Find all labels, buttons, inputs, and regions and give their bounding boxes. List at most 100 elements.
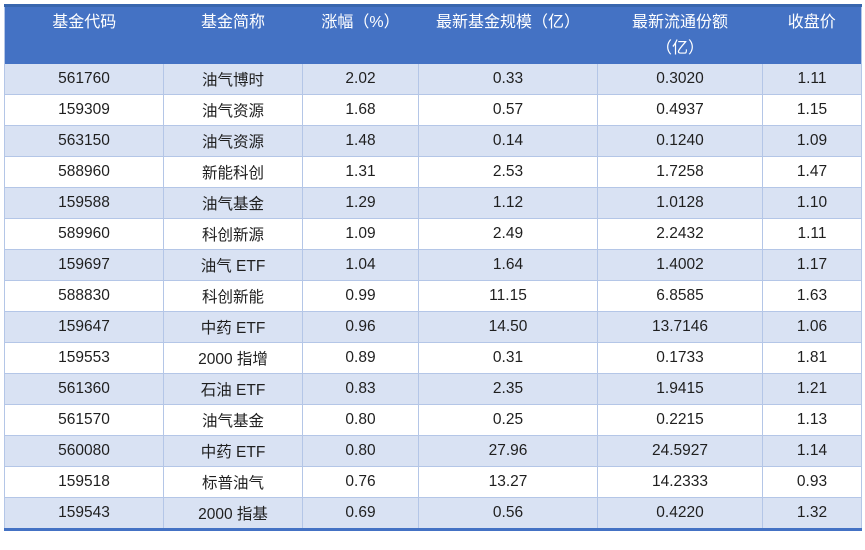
cell-circulating-shares: 1.0128 — [597, 187, 763, 219]
cell-fund-code: 159647 — [4, 311, 164, 343]
cell-close-price: 1.81 — [762, 342, 862, 374]
cell-fund-name: 2000 指基 — [163, 497, 303, 530]
table-row: 563150 油气资源 1.48 0.14 0.1240 1.09 — [4, 125, 862, 157]
cell-change-pct: 0.89 — [302, 342, 419, 374]
cell-change-pct: 0.80 — [302, 404, 419, 436]
table-row: 159588 油气基金 1.29 1.12 1.0128 1.10 — [4, 187, 862, 219]
table-row: 561760 油气博时 2.02 0.33 0.3020 1.11 — [4, 64, 862, 95]
cell-fund-size: 27.96 — [418, 435, 598, 467]
cell-fund-name: 油气基金 — [163, 404, 303, 436]
cell-change-pct: 1.29 — [302, 187, 419, 219]
cell-fund-size: 0.33 — [418, 64, 598, 95]
cell-fund-code: 563150 — [4, 125, 164, 157]
cell-circulating-shares: 1.4002 — [597, 249, 763, 281]
cell-fund-size: 2.35 — [418, 373, 598, 405]
cell-fund-code: 561760 — [4, 64, 164, 95]
table-row: 589960 科创新源 1.09 2.49 2.2432 1.11 — [4, 218, 862, 250]
cell-change-pct: 0.83 — [302, 373, 419, 405]
cell-fund-name: 标普油气 — [163, 466, 303, 498]
cell-fund-code: 159518 — [4, 466, 164, 498]
cell-close-price: 1.63 — [762, 280, 862, 312]
cell-close-price: 1.11 — [762, 64, 862, 95]
cell-circulating-shares: 0.2215 — [597, 404, 763, 436]
cell-fund-size: 1.64 — [418, 249, 598, 281]
cell-fund-code: 159309 — [4, 94, 164, 126]
cell-fund-name: 石油 ETF — [163, 373, 303, 405]
cell-fund-size: 2.53 — [418, 156, 598, 188]
cell-fund-code: 588830 — [4, 280, 164, 312]
cell-fund-name: 油气资源 — [163, 94, 303, 126]
cell-close-price: 1.17 — [762, 249, 862, 281]
col-header-fund-code-label: 基金代码 — [52, 14, 117, 31]
cell-circulating-shares: 0.4937 — [597, 94, 763, 126]
col-header-fund-name-label: 基金简称 — [200, 14, 265, 31]
cell-fund-size: 13.27 — [418, 466, 598, 498]
cell-change-pct: 0.99 — [302, 280, 419, 312]
cell-change-pct: 2.02 — [302, 64, 419, 95]
cell-fund-size: 0.31 — [418, 342, 598, 374]
col-header-circulating-shares-unit: （亿） — [655, 40, 704, 57]
table-row: 588830 科创新能 0.99 11.15 6.8585 1.63 — [4, 280, 862, 312]
cell-fund-name: 油气资源 — [163, 125, 303, 157]
cell-close-price: 1.32 — [762, 497, 862, 530]
col-header-fund-size: 最新基金规模（亿） — [418, 5, 598, 64]
cell-change-pct: 0.80 — [302, 435, 419, 467]
cell-circulating-shares: 13.7146 — [597, 311, 763, 343]
header-row: 基金代码 基金简称 涨幅（%） 最新基金规模（亿） — [4, 5, 862, 64]
table-row: 159543 2000 指基 0.69 0.56 0.4220 1.32 — [4, 497, 862, 530]
cell-fund-code: 589960 — [4, 218, 164, 250]
table-row: 159518 标普油气 0.76 13.27 14.2333 0.93 — [4, 466, 862, 498]
cell-circulating-shares: 0.1733 — [597, 342, 763, 374]
cell-change-pct: 1.04 — [302, 249, 419, 281]
col-header-close-price-label: 收盘价 — [787, 14, 836, 31]
cell-fund-code: 159588 — [4, 187, 164, 219]
cell-fund-size: 14.50 — [418, 311, 598, 343]
col-header-change-pct: 涨幅（%） — [302, 5, 419, 64]
cell-close-price: 1.21 — [762, 373, 862, 405]
table-row: 159647 中药 ETF 0.96 14.50 13.7146 1.06 — [4, 311, 862, 343]
table-row: 561570 油气基金 0.80 0.25 0.2215 1.13 — [4, 404, 862, 436]
cell-close-price: 1.15 — [762, 94, 862, 126]
cell-fund-size: 0.56 — [418, 497, 598, 530]
cell-fund-name: 科创新能 — [163, 280, 303, 312]
cell-fund-size: 2.49 — [418, 218, 598, 250]
cell-circulating-shares: 2.2432 — [597, 218, 763, 250]
cell-circulating-shares: 0.4220 — [597, 497, 763, 530]
table-row: 159697 油气 ETF 1.04 1.64 1.4002 1.17 — [4, 249, 862, 281]
fund-table: 基金代码 基金简称 涨幅（%） 最新基金规模（亿） — [4, 4, 862, 531]
fund-table-container: 基金代码 基金简称 涨幅（%） 最新基金规模（亿） — [4, 4, 862, 531]
cell-change-pct: 1.31 — [302, 156, 419, 188]
cell-circulating-shares: 6.8585 — [597, 280, 763, 312]
table-row: 560080 中药 ETF 0.80 27.96 24.5927 1.14 — [4, 435, 862, 467]
cell-close-price: 0.93 — [762, 466, 862, 498]
col-header-fund-code: 基金代码 — [4, 5, 164, 64]
cell-fund-name: 新能科创 — [163, 156, 303, 188]
cell-close-price: 1.47 — [762, 156, 862, 188]
cell-fund-code: 588960 — [4, 156, 164, 188]
col-header-change-pct-label: 涨幅（%） — [321, 14, 400, 31]
cell-change-pct: 0.96 — [302, 311, 419, 343]
fund-table-body: 561760 油气博时 2.02 0.33 0.3020 1.11 159309… — [4, 64, 862, 530]
cell-circulating-shares: 0.3020 — [597, 64, 763, 95]
cell-circulating-shares: 1.9415 — [597, 373, 763, 405]
table-row: 588960 新能科创 1.31 2.53 1.7258 1.47 — [4, 156, 862, 188]
cell-fund-name: 科创新源 — [163, 218, 303, 250]
cell-fund-code: 159697 — [4, 249, 164, 281]
cell-close-price: 1.11 — [762, 218, 862, 250]
table-row: 159553 2000 指增 0.89 0.31 0.1733 1.81 — [4, 342, 862, 374]
table-row: 561360 石油 ETF 0.83 2.35 1.9415 1.21 — [4, 373, 862, 405]
cell-fund-name: 油气 ETF — [163, 249, 303, 281]
cell-fund-code: 159543 — [4, 497, 164, 530]
cell-fund-code: 560080 — [4, 435, 164, 467]
col-header-close-price: 收盘价 — [762, 5, 862, 64]
cell-fund-code: 561570 — [4, 404, 164, 436]
table-row: 159309 油气资源 1.68 0.57 0.4937 1.15 — [4, 94, 862, 126]
cell-fund-size: 11.15 — [418, 280, 598, 312]
cell-fund-name: 油气博时 — [163, 64, 303, 95]
cell-fund-size: 0.25 — [418, 404, 598, 436]
cell-change-pct: 1.68 — [302, 94, 419, 126]
col-header-fund-name: 基金简称 — [163, 5, 303, 64]
cell-close-price: 1.13 — [762, 404, 862, 436]
cell-fund-name: 2000 指增 — [163, 342, 303, 374]
